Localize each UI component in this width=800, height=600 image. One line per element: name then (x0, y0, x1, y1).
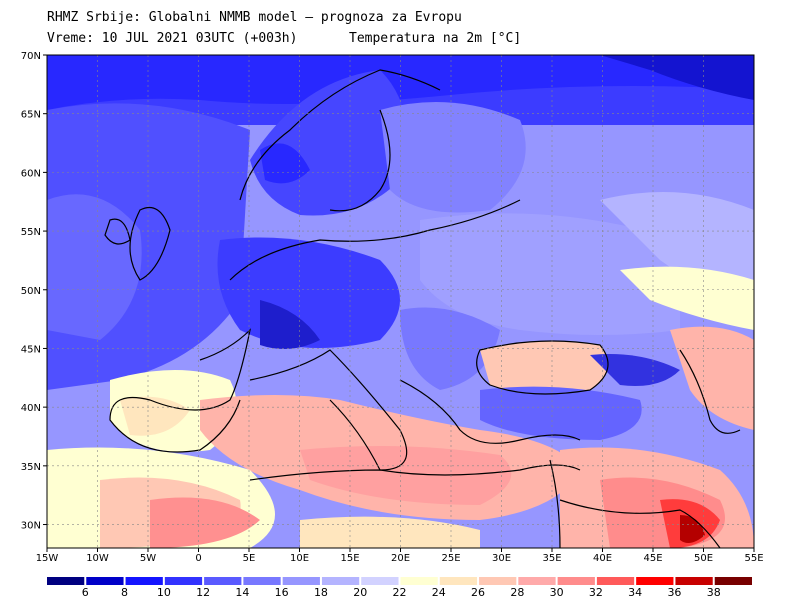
colorbar (47, 577, 752, 585)
colorbar-swatch (86, 577, 124, 585)
colorbar-swatch (125, 577, 163, 585)
colorbar-swatch (321, 577, 360, 585)
colorbar-label: 30 (549, 586, 564, 599)
colorbar-swatch (636, 577, 674, 585)
lon-label: 40E (593, 553, 612, 564)
lat-label: 40N (21, 403, 41, 414)
colorbar-label: 6 (81, 586, 89, 599)
colorbar-label: 36 (667, 586, 682, 599)
colorbar-label: 32 (588, 586, 603, 599)
colorbar-swatch (400, 577, 438, 585)
colorbar-swatch (282, 577, 320, 585)
lon-label: 35E (542, 553, 561, 564)
colorbar-swatch (361, 577, 399, 585)
lon-label: 20E (391, 553, 410, 564)
colorbar-label: 16 (274, 586, 289, 599)
lon-label: 5E (243, 553, 256, 564)
colorbar-swatch (596, 577, 635, 585)
lat-label: 60N (21, 168, 41, 179)
colorbar-label: 10 (156, 586, 171, 599)
colorbar-label: 8 (121, 586, 129, 599)
lon-label: 45E (643, 553, 662, 564)
colorbar-swatch (243, 577, 281, 585)
colorbar-label: 28 (510, 586, 525, 599)
lon-label: 10W (86, 553, 109, 564)
colorbar-swatch (714, 577, 752, 585)
colorbar-swatch (47, 577, 85, 585)
colorbar-swatch (675, 577, 713, 585)
lon-label: 15E (340, 553, 359, 564)
latitude-axis: 70N 65N 60N 55N 50N 45N 40N 35N 30N (21, 51, 47, 532)
lat-label: 45N (21, 344, 41, 355)
lon-label: 25E (441, 553, 460, 564)
lat-label: 55N (21, 227, 41, 238)
lon-label: 5W (140, 553, 156, 564)
colorbar-label: 18 (313, 586, 328, 599)
colorbar-label: 14 (235, 586, 250, 599)
colorbar-swatch (479, 577, 517, 585)
colorbar-swatch (518, 577, 556, 585)
lat-label: 35N (21, 462, 41, 473)
colorbar-swatch (439, 577, 478, 585)
lon-label: 30E (492, 553, 511, 564)
lat-label: 65N (21, 110, 41, 121)
lon-label: 50E (694, 553, 713, 564)
colorbar-label: 22 (392, 586, 407, 599)
lon-label: 10E (290, 553, 309, 564)
colorbar-label: 20 (353, 586, 368, 599)
colorbar-label: 26 (471, 586, 486, 599)
colorbar-swatch (164, 577, 203, 585)
chart-title: RHMZ Srbije: Globalni NMMB model – progn… (47, 10, 462, 25)
valid-time: Vreme: 10 JUL 2021 03UTC (+003h) (47, 31, 298, 46)
lat-label: 50N (21, 286, 41, 297)
longitude-axis: 15W 10W 5W 0 5E 10E 15E 20E 25E 30E 35E 40E 45E 50E 55… (36, 548, 764, 564)
colorbar-label: 38 (706, 586, 721, 599)
lon-label: 15W (36, 553, 59, 564)
colorbar-label: 34 (628, 586, 643, 599)
colorbar-swatch (204, 577, 242, 585)
lat-label: 70N (21, 51, 41, 62)
colorbar-label: 12 (196, 586, 211, 599)
variable-label: Temperatura na 2m [°C] (349, 31, 522, 46)
lon-label: 0 (195, 553, 201, 564)
coastlines (104, 69, 741, 548)
graticule (47, 55, 754, 548)
lat-label: 30N (21, 521, 41, 532)
colorbar-swatch (557, 577, 595, 585)
colorbar-label: 24 (431, 586, 446, 599)
lon-label: 55E (744, 553, 763, 564)
